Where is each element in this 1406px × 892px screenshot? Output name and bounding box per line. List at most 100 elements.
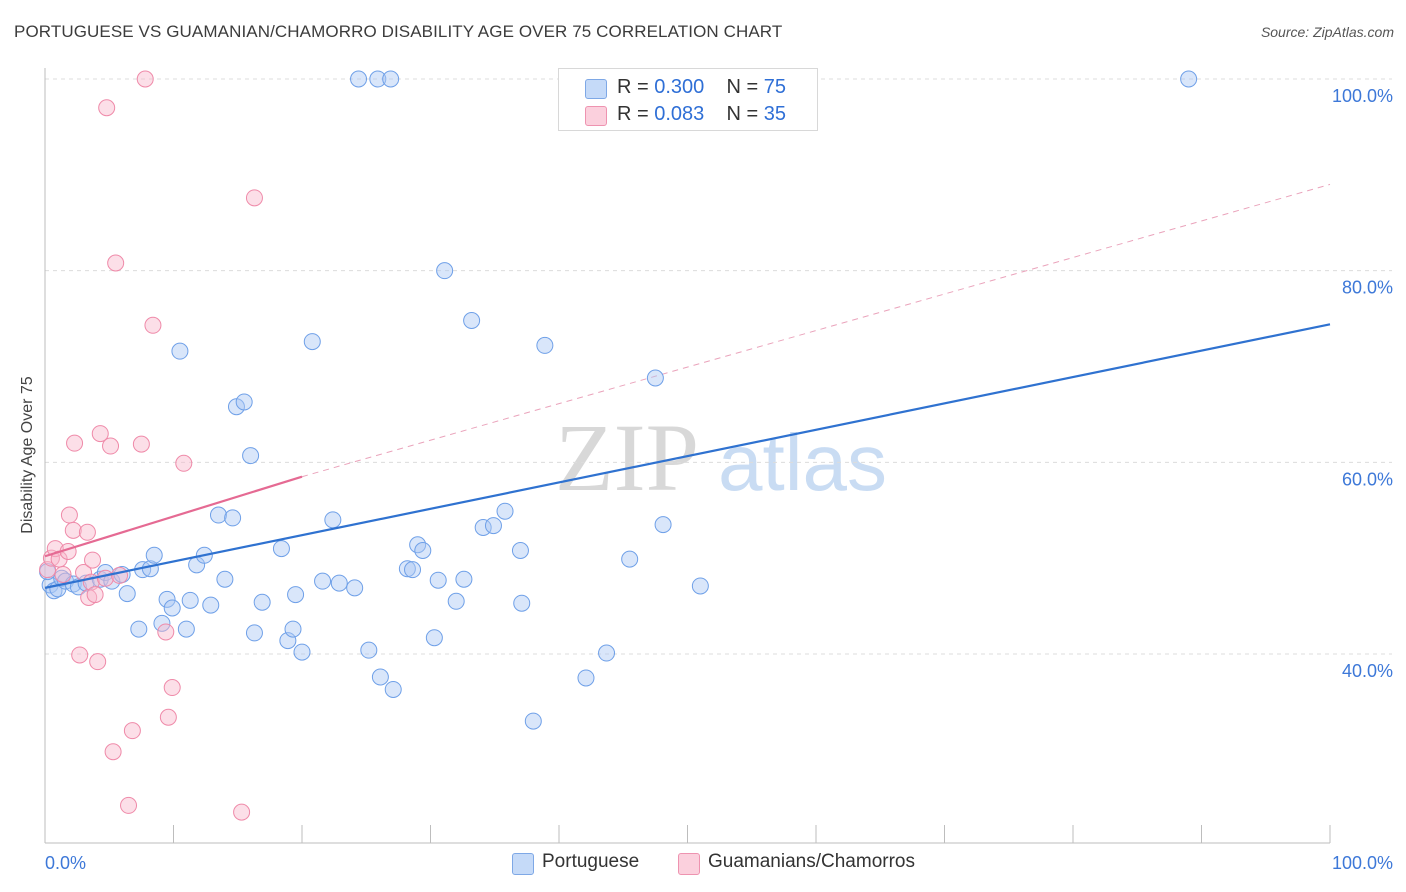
point-portuguese xyxy=(235,393,253,411)
point-portuguese xyxy=(654,516,672,534)
point-portuguese xyxy=(181,591,199,609)
legend-label: Guamanians/Chamorros xyxy=(708,851,915,872)
legend-swatch-guamanian xyxy=(678,853,700,875)
point-portuguese xyxy=(484,517,502,535)
source-label: Source: ZipAtlas.com xyxy=(1260,24,1394,40)
point-guamanian xyxy=(120,796,138,814)
point-guamanian xyxy=(86,586,104,604)
legend-label: Portuguese xyxy=(542,851,640,872)
point-portuguese xyxy=(253,593,271,611)
point-portuguese xyxy=(1180,70,1198,88)
point-portuguese xyxy=(284,620,302,638)
point-guamanian xyxy=(159,708,177,726)
point-portuguese xyxy=(177,620,195,638)
legend-r-label: R = xyxy=(617,103,649,125)
point-portuguese xyxy=(621,550,639,568)
point-guamanian xyxy=(123,722,141,740)
y-tick-label: 40.0% xyxy=(1342,661,1393,681)
point-guamanian xyxy=(60,506,78,524)
point-guamanian xyxy=(132,435,150,453)
point-portuguese xyxy=(158,590,176,608)
point-guamanian xyxy=(175,454,193,472)
x-tick-label: 0.0% xyxy=(45,853,86,873)
point-portuguese xyxy=(398,560,416,578)
legend-swatch-portuguese xyxy=(512,853,534,875)
point-portuguese xyxy=(404,561,422,579)
x-tick-label: 100.0% xyxy=(1332,853,1393,873)
point-guamanian xyxy=(144,316,162,334)
point-portuguese xyxy=(293,643,311,661)
point-portuguese xyxy=(324,511,342,529)
point-portuguese xyxy=(303,333,321,351)
legend-n-label: N = xyxy=(726,103,759,125)
point-guamanian xyxy=(233,803,251,821)
point-portuguese xyxy=(371,668,389,686)
point-guamanian xyxy=(98,99,116,117)
point-portuguese xyxy=(455,570,473,588)
point-portuguese xyxy=(314,572,332,590)
y-axis-label: Disability Age Over 75 xyxy=(19,376,36,534)
point-portuguese xyxy=(436,262,454,280)
point-guamanian xyxy=(136,70,154,88)
point-guamanian xyxy=(64,521,82,539)
chart-title: PORTUGUESE VS GUAMANIAN/CHAMORRO DISABIL… xyxy=(14,22,783,41)
point-portuguese xyxy=(577,669,595,687)
point-portuguese xyxy=(346,579,364,597)
point-portuguese xyxy=(118,585,136,603)
point-portuguese xyxy=(511,542,529,559)
legend-n-label: N = xyxy=(726,76,759,98)
point-guamanian xyxy=(104,743,122,761)
legend-swatch-portuguese xyxy=(585,79,607,99)
point-guamanian xyxy=(71,646,89,664)
point-guamanian xyxy=(89,653,107,671)
point-guamanian xyxy=(245,189,263,207)
point-guamanian xyxy=(96,569,114,587)
point-portuguese xyxy=(382,70,400,88)
point-portuguese xyxy=(384,680,402,698)
point-portuguese xyxy=(272,540,290,558)
point-portuguese xyxy=(524,712,542,730)
point-portuguese xyxy=(330,574,348,592)
legend-r-value: 0.083 xyxy=(654,103,705,125)
watermark-zip: ZIP xyxy=(555,404,699,511)
legend-swatch-guamanian xyxy=(585,106,607,126)
y-tick-label: 100.0% xyxy=(1332,86,1393,106)
trend-line-portuguese xyxy=(44,323,1331,589)
point-guamanian xyxy=(163,679,181,697)
trend-line-guamanian xyxy=(44,475,303,558)
point-portuguese xyxy=(216,570,234,588)
point-guamanian xyxy=(84,551,102,569)
point-guamanian xyxy=(66,434,84,452)
point-portuguese xyxy=(646,369,664,387)
point-portuguese xyxy=(429,571,447,589)
point-portuguese xyxy=(153,614,171,632)
point-portuguese xyxy=(163,599,181,617)
point-portuguese xyxy=(447,592,465,610)
point-portuguese xyxy=(224,509,242,527)
point-portuguese xyxy=(425,629,443,647)
point-portuguese xyxy=(369,70,387,88)
point-portuguese xyxy=(350,70,368,88)
point-guamanian xyxy=(78,523,96,541)
point-portuguese xyxy=(360,641,378,659)
point-portuguese xyxy=(242,447,260,465)
point-portuguese xyxy=(496,502,514,520)
legend-r-label: R = xyxy=(617,76,649,98)
legend-n-value: 75 xyxy=(763,76,787,98)
point-portuguese xyxy=(474,519,492,536)
point-portuguese xyxy=(598,644,616,662)
legend-r-value: 0.300 xyxy=(654,76,705,98)
point-portuguese xyxy=(691,577,709,595)
point-portuguese xyxy=(202,596,220,614)
legend-n-value: 35 xyxy=(763,103,787,125)
point-portuguese xyxy=(414,542,432,559)
point-guamanian xyxy=(91,425,109,443)
trend-line-guamanian-dashed xyxy=(301,183,1331,478)
point-portuguese xyxy=(209,506,227,524)
point-portuguese xyxy=(245,624,263,642)
point-portuguese xyxy=(513,594,531,612)
correlation-legend: R = 0.300 N = 75 R = 0.083 N = 35 xyxy=(558,68,818,131)
point-portuguese xyxy=(171,342,189,360)
point-guamanian xyxy=(107,254,125,272)
